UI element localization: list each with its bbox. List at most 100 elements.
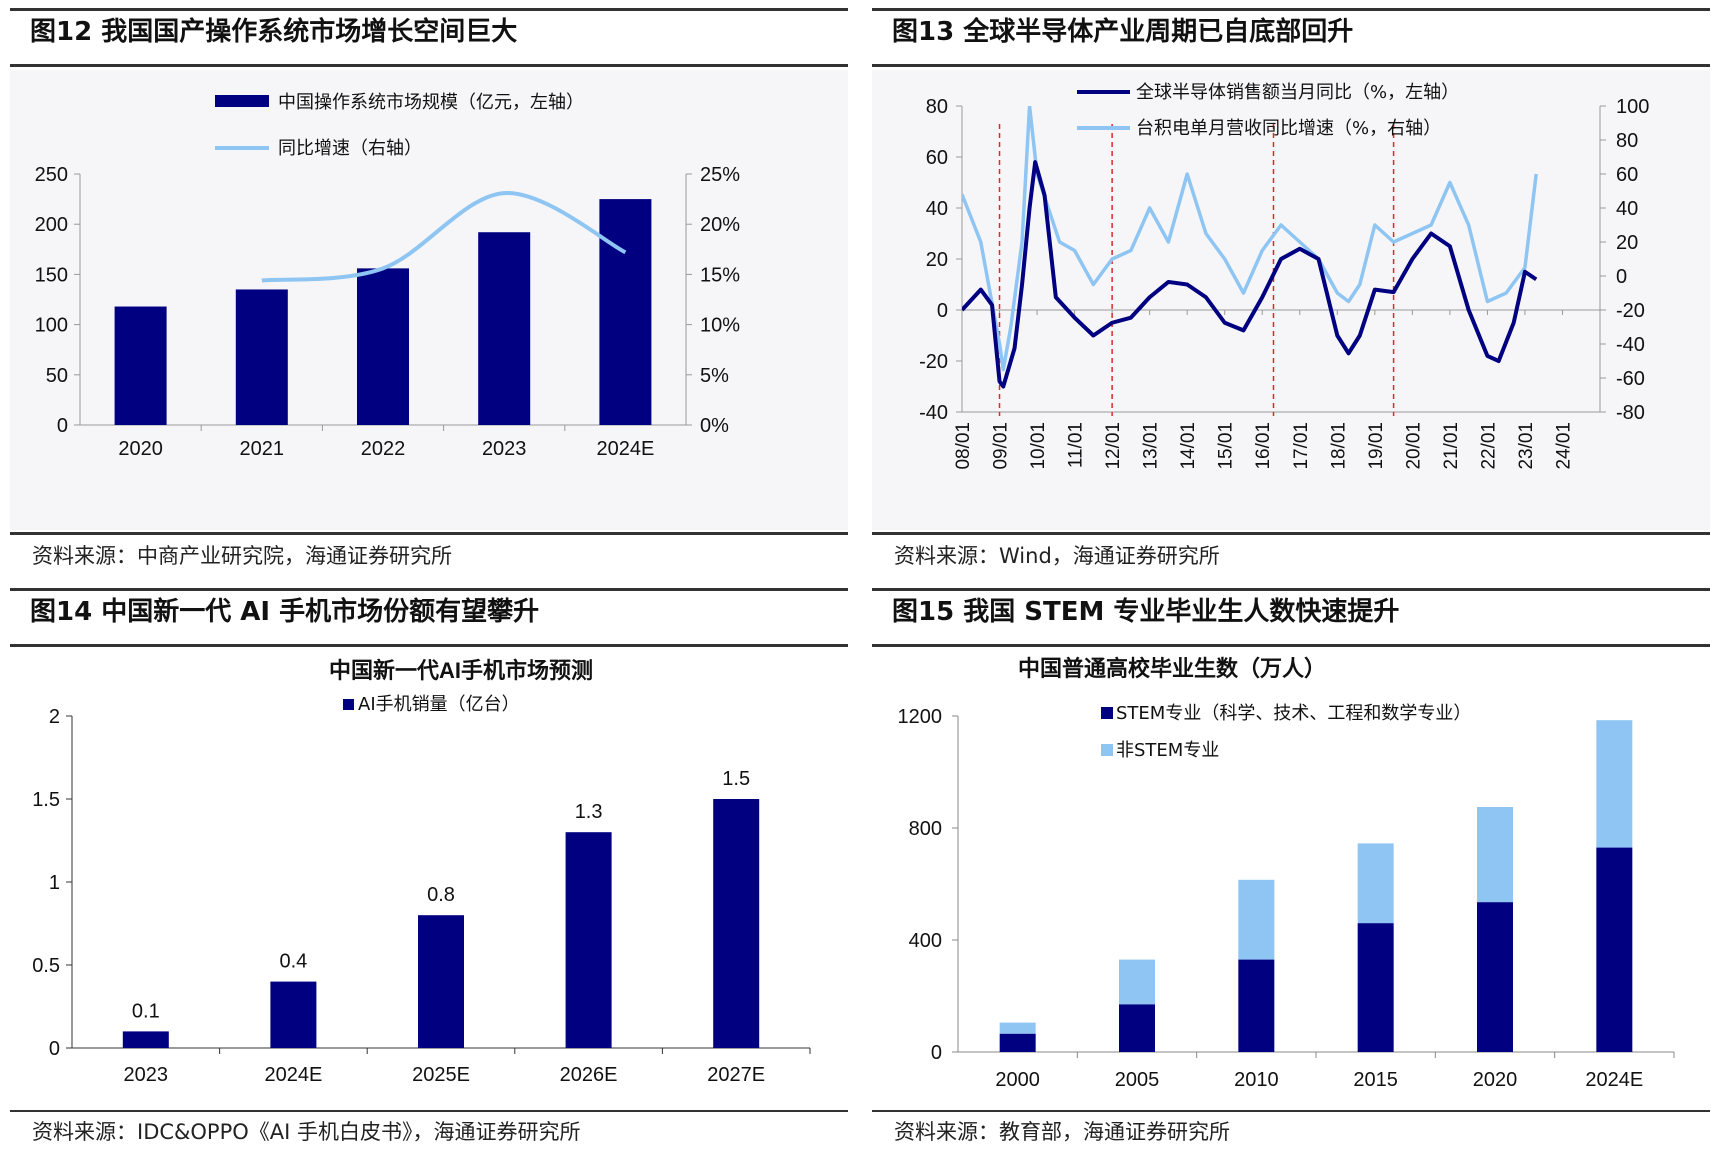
fig15-legend-swatch-nonstem [1101, 744, 1113, 756]
fig15-top-rule [872, 588, 1710, 591]
fig15-bar-nonstem [999, 1022, 1036, 1034]
fig12-plot-bg [10, 70, 848, 530]
fig15-y-tick-label: 400 [909, 930, 942, 952]
fig14-legend-label: AI手机销量（亿台） [358, 694, 520, 715]
fig15-bar-stem [1477, 902, 1513, 1052]
fig14-data-label: 0.4 [279, 951, 307, 973]
fig15-x-tick-label: 2010 [1234, 1069, 1279, 1091]
fig14-top-rule [10, 588, 848, 591]
fig14-data-label: 1.3 [575, 801, 603, 823]
fig12-chart: 0 50 100 150 200 250 0% 5% 10% 15% 20% 25% 2020 2021 2… [35, 92, 741, 460]
fig13-y2-tick-label: 80 [1616, 130, 1638, 152]
fig15-y-tick-label: 0 [931, 1042, 942, 1064]
fig12-x-tick-label: 2023 [482, 438, 527, 460]
fig14-title-rule [10, 644, 848, 647]
fig13-plot-bg [872, 70, 1710, 530]
fig13-x-tick-label: 17/01 [1291, 422, 1312, 470]
fig15-bar-nonstem [1477, 807, 1513, 903]
fig15-bar-stem [1596, 847, 1633, 1052]
fig15-x-tick-label: 2005 [1115, 1069, 1160, 1091]
fig14-y-tick-label: 1 [49, 872, 60, 894]
fig14-x-tick-label: 2024E [264, 1064, 322, 1086]
fig12-bar [599, 199, 652, 425]
fig13-y2-tick-label: 40 [1616, 198, 1638, 220]
fig12-bar [357, 268, 409, 425]
fig13-x-tick-label: 23/01 [1516, 422, 1537, 470]
fig13-x-tick-label: 16/01 [1253, 422, 1274, 470]
fig13-semi-sales-line [962, 160, 1538, 389]
fig13-legend-label-semi: 全球半导体销售额当月同比（%，左轴） [1136, 82, 1459, 103]
fig12-bar [114, 306, 167, 425]
fig14-data-label: 1.5 [722, 768, 750, 790]
fig15-legend-label-nonstem: 非STEM专业 [1116, 740, 1219, 761]
fig13-y-tick-label: 80 [926, 96, 948, 118]
fig15-x-tick-label: 2024E [1585, 1069, 1643, 1091]
fig12-x-tick-label: 2022 [361, 438, 406, 460]
fig13-y-tick-label: -20 [919, 351, 948, 373]
fig13-x-tick-label: 22/01 [1478, 422, 1499, 470]
fig15-bar-stem [1119, 1004, 1155, 1052]
fig15-title: 图15 我国 STEM 专业毕业生人数快速提升 [892, 597, 1400, 627]
fig13-y-tick-label: 20 [926, 249, 948, 271]
fig12-bottom-rule [10, 532, 848, 535]
fig12-y-tick-label: 100 [35, 315, 68, 337]
fig15-bar-nonstem [1357, 843, 1394, 924]
fig12-bar [478, 232, 531, 425]
fig13-title-rule [872, 64, 1710, 67]
fig12-y2-tick-label: 25% [700, 164, 740, 186]
fig13-y2-tick-label: -60 [1616, 368, 1645, 390]
fig13-y2-tick-label: -80 [1616, 402, 1645, 424]
fig13-y2-tick-label: 100 [1616, 96, 1649, 118]
fig13-x-tick-label: 09/01 [991, 422, 1012, 470]
fig13-x-tick-label: 12/01 [1103, 422, 1124, 470]
fig13-title: 图13 全球半导体产业周期已自底部回升 [892, 17, 1354, 47]
fig14-title: 图14 中国新一代 AI 手机市场份额有望攀升 [30, 597, 540, 627]
fig13-x-tick-label: 15/01 [1216, 422, 1237, 470]
fig12-y2-tick-label: 15% [700, 264, 740, 286]
fig13-y2-tick-label: 20 [1616, 232, 1638, 254]
fig12-source: 资料来源：中商产业研究院，海通证券研究所 [32, 544, 452, 568]
fig13-legend-label-tsmc: 台积电单月营收同比增速（%，右轴） [1136, 118, 1441, 139]
fig13-x-tick-label: 13/01 [1141, 422, 1162, 470]
fig13-top-rule [872, 8, 1710, 11]
fig15-x-tick-label: 2020 [1473, 1069, 1518, 1091]
fig15-bottom-rule [872, 1110, 1710, 1112]
fig12-y2-tick-label: 20% [700, 214, 740, 236]
fig15-bar-nonstem [1119, 959, 1155, 1005]
fig14-legend-swatch [343, 699, 354, 710]
fig14-chart: 中国新一代AI手机市场预测 AI手机销量（亿台） 0 0.5 1 1.5 2 0.1 2023 0… [32, 658, 811, 1086]
fig14-x-tick-label: 2025E [412, 1064, 470, 1086]
fig14-bar [270, 981, 317, 1048]
fig14-bottom-rule [10, 1110, 848, 1112]
fig12-y-tick-label: 50 [46, 365, 68, 387]
fig15-chart-title: 中国普通高校毕业生数（万人） [1018, 656, 1326, 681]
fig14-bar [122, 1031, 169, 1048]
fig13-y2-tick-label: -20 [1616, 300, 1645, 322]
fig13-x-tick-label: 14/01 [1178, 422, 1199, 470]
fig12-y-tick-label: 150 [35, 264, 68, 286]
fig13-x-tick-label: 10/01 [1028, 422, 1049, 470]
fig13-x-tick-label: 24/01 [1553, 422, 1574, 470]
fig12-x-tick-label: 2021 [240, 438, 285, 460]
fig12-y-tick-label: 250 [35, 164, 68, 186]
fig15-bar-stem [999, 1033, 1036, 1052]
fig15-panel: 图15 我国 STEM 专业毕业生人数快速提升 中国普通高校毕业生数（万人） ST… [872, 588, 1710, 1144]
fig13-panel: 图13 全球半导体产业周期已自底部回升 -40 -20 0 20 40 60 80 -80 -6… [872, 8, 1710, 568]
fig13-y-tick-label: 0 [937, 300, 948, 322]
fig15-chart: 中国普通高校毕业生数（万人） STEM专业（科学、技术、工程和数学专业） 非STEM… [898, 656, 1675, 1091]
fig13-x-tick-label: 08/01 [953, 422, 974, 470]
fig14-bar [713, 799, 760, 1048]
fig12-y2-tick-label: 0% [700, 415, 729, 437]
fig15-bar-nonstem [1238, 879, 1275, 960]
fig14-bar [565, 832, 612, 1048]
fig14-y-tick-label: 2 [49, 706, 60, 728]
fig14-bar [418, 915, 464, 1048]
fig12-y-tick-label: 200 [35, 214, 68, 236]
fig13-y2-tick-label: -40 [1616, 334, 1645, 356]
fig12-x-tick-label: 2024E [596, 438, 654, 460]
fig13-y-tick-label: 40 [926, 198, 948, 220]
fig15-bar-nonstem [1596, 720, 1633, 848]
fig13-bottom-rule [872, 532, 1710, 535]
fig14-x-tick-label: 2023 [124, 1064, 169, 1086]
fig12-title: 图12 我国国产操作系统市场增长空间巨大 [30, 17, 518, 47]
